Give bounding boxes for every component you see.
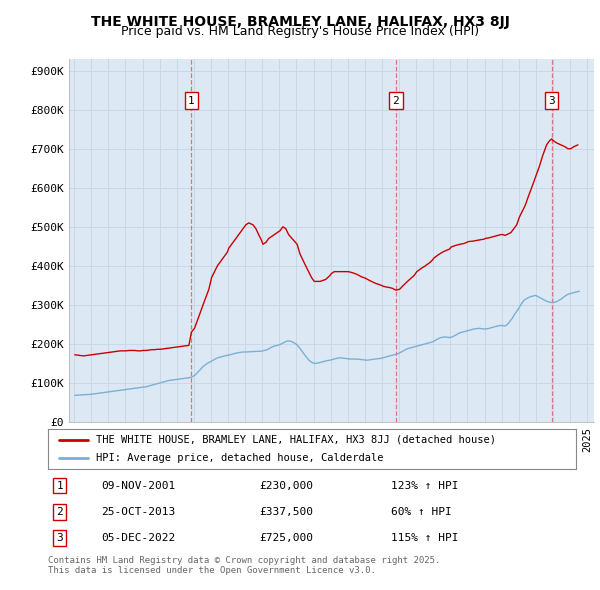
Text: 123% ↑ HPI: 123% ↑ HPI bbox=[391, 480, 459, 490]
Text: 09-NOV-2001: 09-NOV-2001 bbox=[101, 480, 175, 490]
Text: 1: 1 bbox=[188, 96, 195, 106]
Text: 2: 2 bbox=[56, 507, 63, 517]
Text: 05-DEC-2022: 05-DEC-2022 bbox=[101, 533, 175, 543]
Text: Price paid vs. HM Land Registry's House Price Index (HPI): Price paid vs. HM Land Registry's House … bbox=[121, 25, 479, 38]
Text: THE WHITE HOUSE, BRAMLEY LANE, HALIFAX, HX3 8JJ: THE WHITE HOUSE, BRAMLEY LANE, HALIFAX, … bbox=[91, 15, 509, 29]
Text: 60% ↑ HPI: 60% ↑ HPI bbox=[391, 507, 452, 517]
Text: 3: 3 bbox=[56, 533, 63, 543]
Text: 2: 2 bbox=[392, 96, 399, 106]
Text: HPI: Average price, detached house, Calderdale: HPI: Average price, detached house, Cald… bbox=[95, 453, 383, 463]
Text: £725,000: £725,000 bbox=[259, 533, 313, 543]
Text: £337,500: £337,500 bbox=[259, 507, 313, 517]
Text: Contains HM Land Registry data © Crown copyright and database right 2025.
This d: Contains HM Land Registry data © Crown c… bbox=[48, 556, 440, 575]
Text: THE WHITE HOUSE, BRAMLEY LANE, HALIFAX, HX3 8JJ (detached house): THE WHITE HOUSE, BRAMLEY LANE, HALIFAX, … bbox=[95, 435, 496, 445]
Text: £230,000: £230,000 bbox=[259, 480, 313, 490]
Text: 115% ↑ HPI: 115% ↑ HPI bbox=[391, 533, 459, 543]
Text: 25-OCT-2013: 25-OCT-2013 bbox=[101, 507, 175, 517]
Text: 1: 1 bbox=[56, 480, 63, 490]
Text: 3: 3 bbox=[548, 96, 555, 106]
